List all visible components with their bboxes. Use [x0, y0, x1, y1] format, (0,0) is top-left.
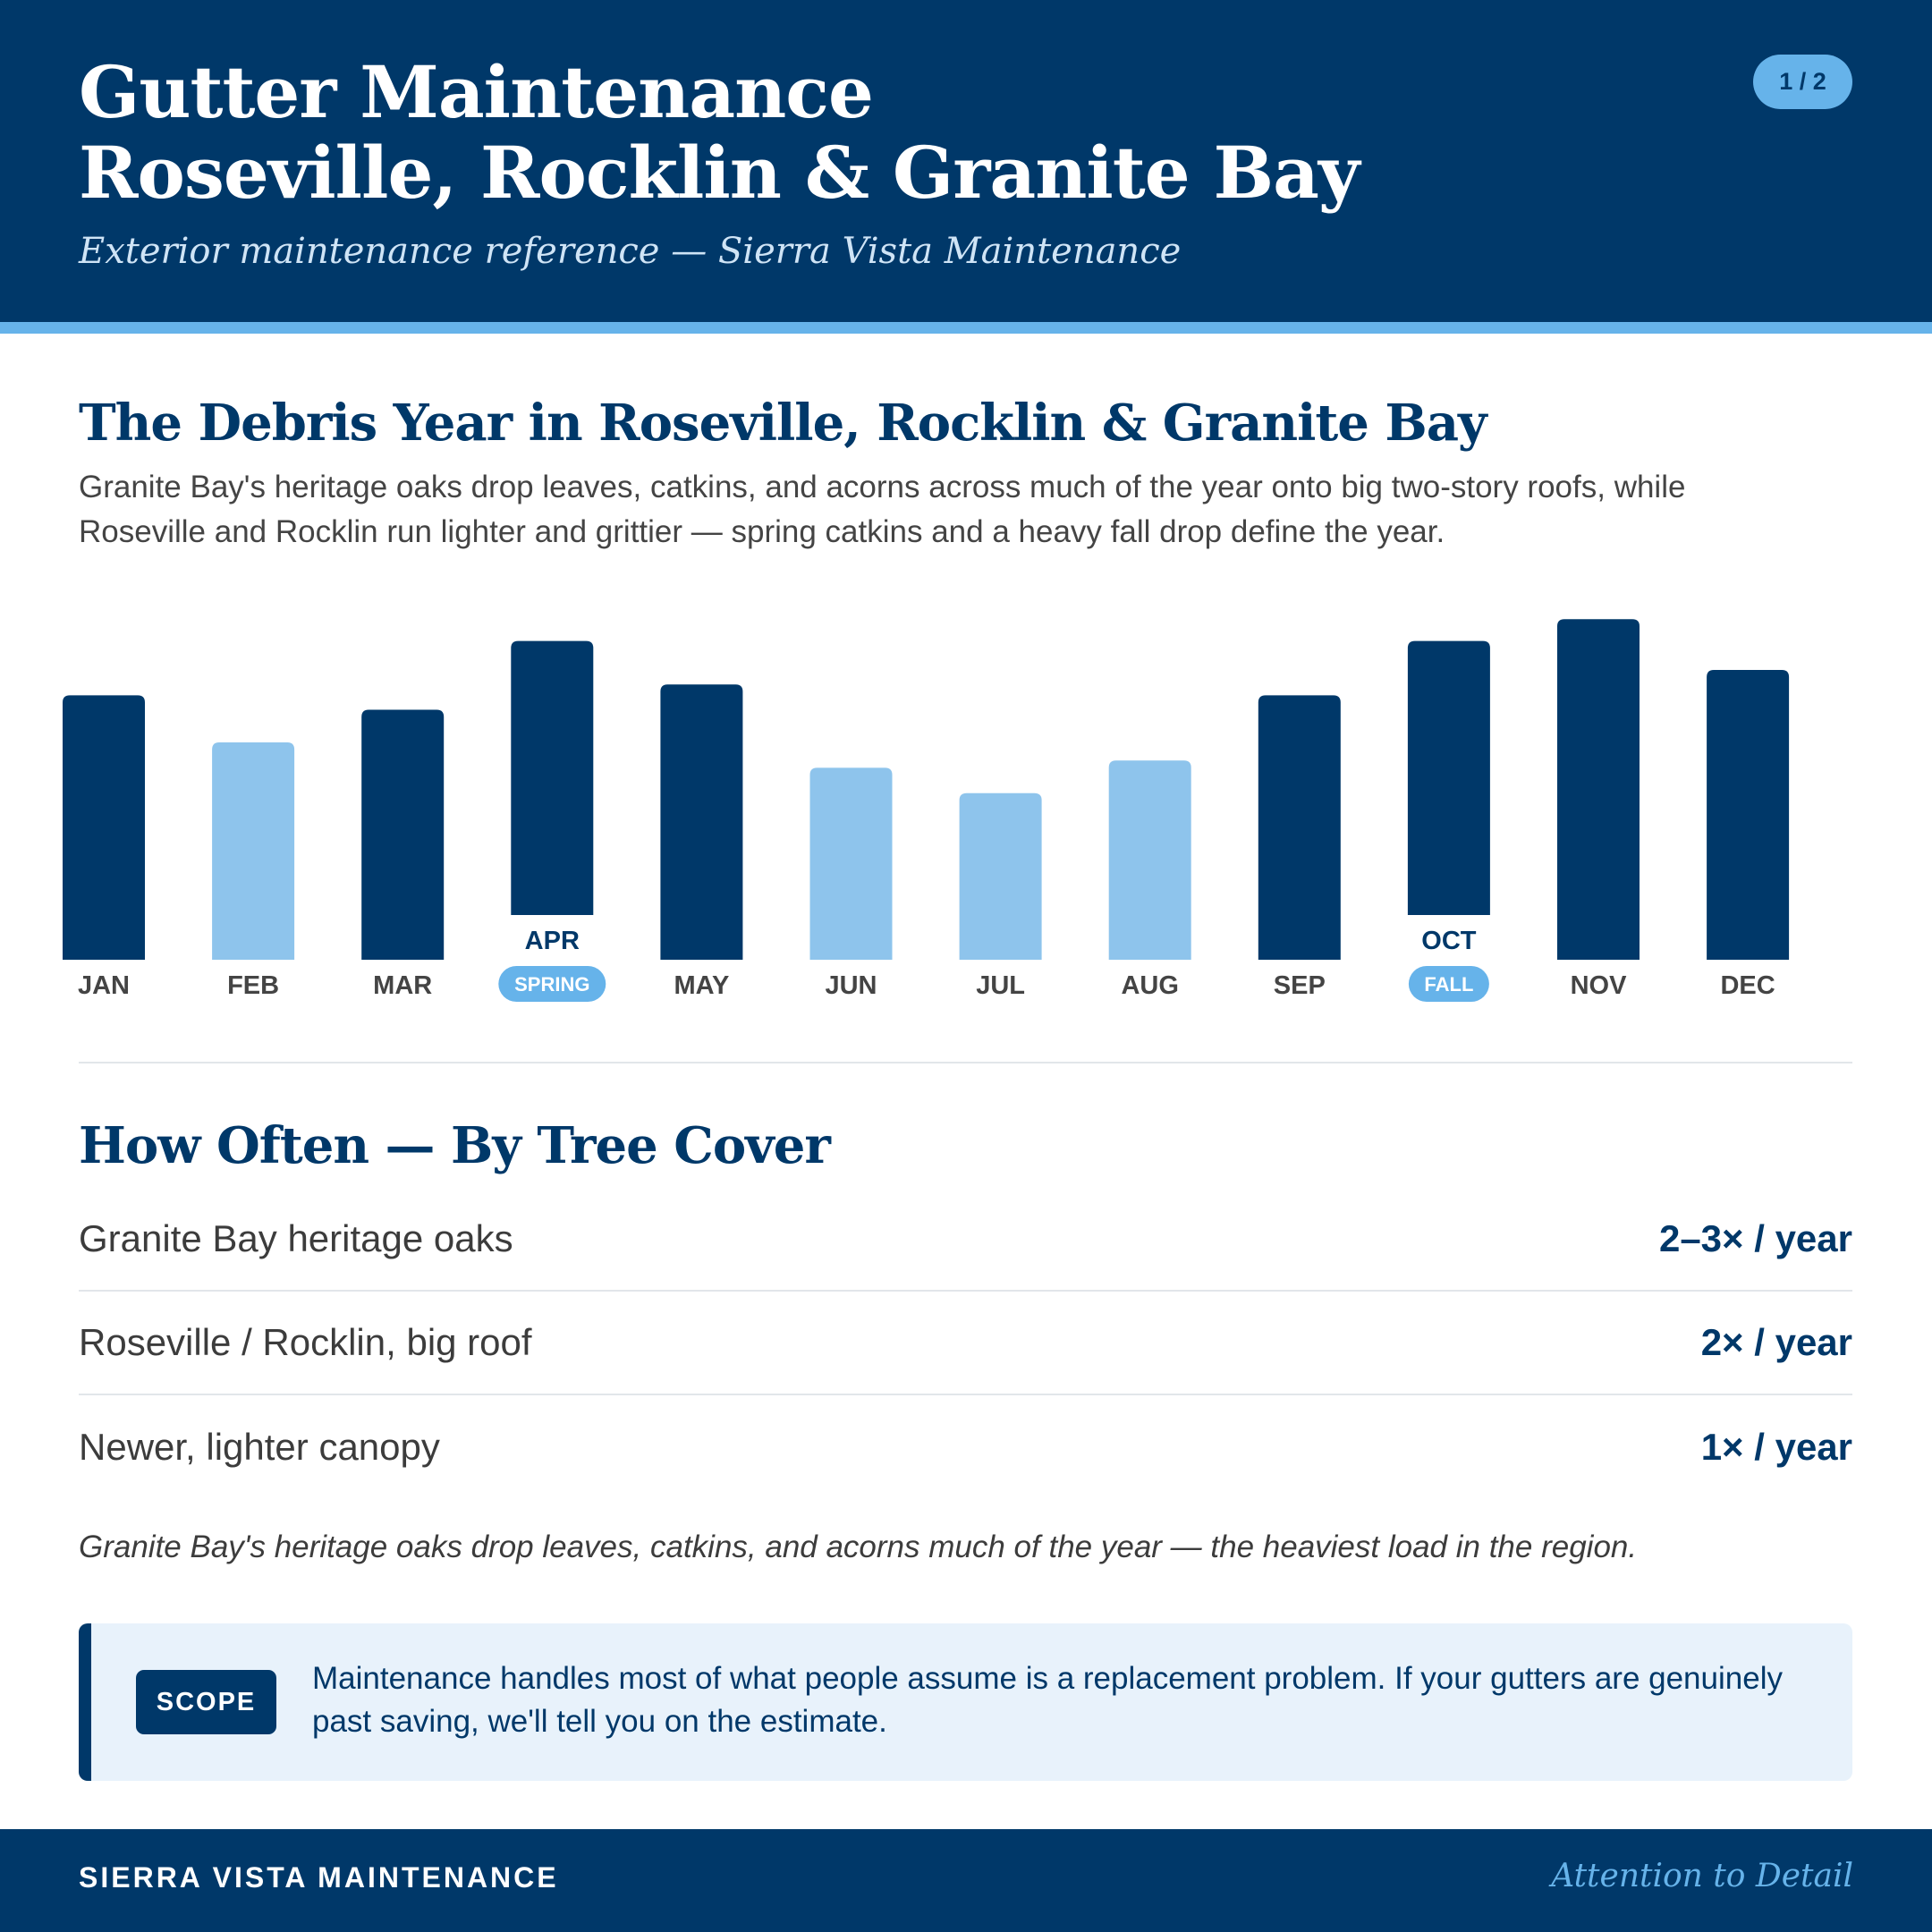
page-indicator-badge: 1 / 2 [1753, 55, 1852, 109]
scope-badge: SCOPE [136, 1670, 276, 1734]
bar-sep [1258, 695, 1341, 960]
frequency-note: Granite Bay's heritage oaks drop leaves,… [79, 1530, 1638, 1564]
page-header: Gutter Maintenance Roseville, Rocklin & … [0, 0, 1932, 322]
scope-callout: SCOPE Maintenance handles most of what p… [79, 1623, 1852, 1781]
month-label: AUG [1121, 971, 1178, 1000]
frequency-row-value: 1× / year [1700, 1426, 1852, 1468]
month-label: JUL [976, 971, 1025, 1000]
month-label: MAR [373, 971, 432, 1000]
bar-feb [212, 742, 295, 960]
month-label: NOV [1571, 971, 1628, 1000]
month-label: DEC [1720, 971, 1775, 1000]
frequency-row-value: 2–3× / year [1658, 1217, 1852, 1259]
debris-section-title: The Debris Year in Roseville, Rocklin & … [79, 394, 1487, 453]
page-footer: SIERRA VISTA MAINTENANCE Attention to De… [0, 1829, 1932, 1932]
month-label: MAY [674, 971, 730, 1000]
season-marker-pill [498, 966, 606, 1002]
month-label: FEB [227, 971, 279, 1000]
bar-dec [1707, 670, 1790, 960]
debris-bar-chart: JAN FEB MAR APR SPRING MAY JUN JUL AUG SEP OCT FALL… [63, 619, 1790, 1002]
scope-text: Maintenance handles most of what people … [312, 1661, 1783, 1739]
header-accent-stripe [0, 322, 1932, 334]
season-marker-label: SPRING [514, 973, 589, 996]
frequency-row-label: Roseville / Rocklin, big roof [79, 1321, 532, 1363]
debris-section-intro: Granite Bay's heritage oaks drop leaves,… [79, 470, 1686, 549]
bar-aug [1108, 760, 1191, 960]
bar-jan [63, 695, 145, 960]
title-line-1: Gutter Maintenance [79, 50, 874, 134]
bar-nov [1557, 619, 1640, 960]
month-label: APR [525, 927, 580, 955]
bar-may [660, 684, 743, 960]
month-label: JUN [825, 971, 877, 1000]
footer-tagline: Attention to Detail [1551, 1858, 1853, 1894]
month-label: SEP [1274, 971, 1326, 1000]
frequency-section-title: How Often — By Tree Cover [79, 1116, 831, 1175]
bar-oct [1407, 640, 1490, 915]
season-marker-pill [1408, 966, 1489, 1002]
page-title: Gutter Maintenance Roseville, Rocklin & … [79, 50, 1360, 215]
frequency-row-label: Granite Bay heritage oaks [79, 1217, 513, 1259]
bar-apr [511, 640, 594, 915]
page-subtitle: Exterior maintenance reference — Sierra … [79, 231, 1182, 272]
bar-jul [959, 792, 1042, 960]
title-line-2: Roseville, Rocklin & Granite Bay [79, 131, 1360, 215]
season-marker-label: FALL [1424, 973, 1473, 996]
bar-mar [361, 709, 445, 960]
month-label: JAN [78, 971, 130, 1000]
bar-jun [809, 767, 893, 960]
frequency-row-value: 2× / year [1700, 1321, 1852, 1363]
frequency-row-label: Newer, lighter canopy [79, 1426, 440, 1468]
section-divider [79, 1062, 1852, 1063]
frequency-row: Granite Bay heritage oaks 2–3× / year [79, 1188, 1852, 1292]
month-label: OCT [1421, 927, 1477, 955]
frequency-row: Roseville / Rocklin, big roof 2× / year [79, 1292, 1852, 1395]
footer-brand: SIERRA VISTA MAINTENANCE [79, 1861, 559, 1894]
frequency-row: Newer, lighter canopy 1× / year [79, 1395, 1852, 1499]
